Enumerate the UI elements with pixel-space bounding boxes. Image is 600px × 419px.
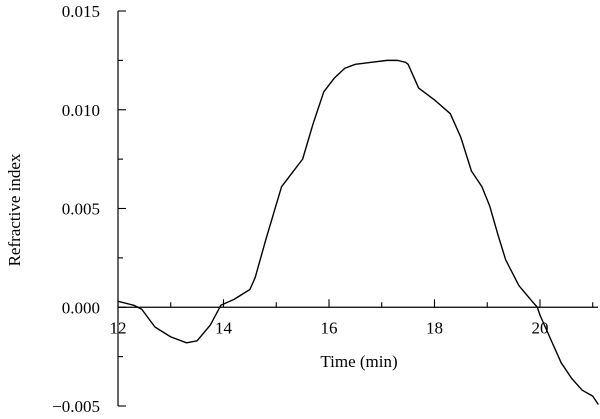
y-axis-tick-label: 0.000 [62, 298, 100, 317]
x-axis-ticks: 12 14 16 18 20 [110, 299, 594, 337]
x-axis-tick-label: 16 [320, 318, 337, 337]
y-axis-title: Refractive index [5, 153, 24, 266]
x-axis-tick-label: 18 [426, 318, 443, 337]
x-axis-title: Time (min) [320, 352, 397, 371]
y-axis-tick-label: 0.005 [62, 200, 100, 219]
y-axis-tick-label: 0.015 [62, 2, 100, 21]
x-axis-tick-label: 14 [215, 318, 233, 337]
y-axis-tick-label: −0.005 [52, 397, 100, 416]
y-axis-tick-label: 0.010 [62, 101, 100, 120]
series-line [117, 59, 599, 405]
y-axis-ticks: −0.005 0.000 0.005 0.010 0.015 [52, 2, 126, 416]
